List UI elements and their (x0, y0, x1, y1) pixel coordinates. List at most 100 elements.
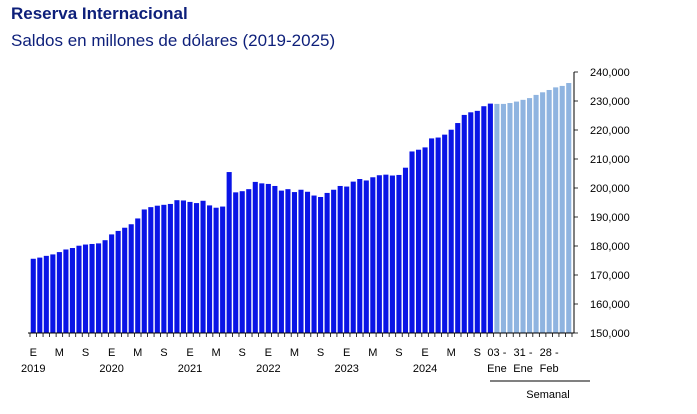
chart-subtitle: Saldos en millones de dólares (2019-2025… (11, 31, 336, 50)
x-month-label: M (447, 347, 456, 359)
x-year-label: 2020 (99, 363, 123, 375)
bar (376, 175, 382, 333)
bar (468, 112, 474, 333)
x-month-label: M (290, 347, 299, 359)
bar (402, 167, 409, 333)
bar (474, 110, 480, 333)
bar (187, 201, 193, 333)
x-month-label: M (133, 347, 142, 359)
bar (63, 249, 69, 333)
bar (383, 174, 389, 333)
bar (115, 230, 121, 333)
bar (331, 189, 337, 333)
weekly-group-label: Semanal (526, 389, 569, 401)
bar (135, 218, 141, 333)
x-month-label: S (160, 347, 167, 359)
x-week-label: 03 - (487, 347, 506, 359)
bar (37, 257, 43, 333)
y-tick-label: 210,000 (590, 154, 630, 166)
bar (461, 114, 467, 333)
bar (43, 255, 49, 333)
bar (220, 206, 226, 333)
y-tick-label: 150,000 (590, 328, 630, 340)
bar (109, 234, 115, 333)
x-year-label: 2023 (334, 363, 358, 375)
bar (448, 129, 454, 333)
bar (252, 181, 258, 333)
y-tick-label: 180,000 (590, 241, 630, 253)
bar (226, 172, 232, 333)
bar (357, 179, 363, 333)
bar (540, 92, 546, 333)
x-month-label: S (395, 347, 402, 359)
bar (89, 243, 95, 333)
bar (311, 195, 317, 333)
bars-group (30, 83, 572, 334)
chart-title: Reserva Internacional (11, 4, 188, 23)
bar (416, 149, 422, 333)
bar (239, 191, 245, 333)
x-month-label: M (212, 347, 221, 359)
x-month-label: S (474, 347, 481, 359)
y-tick-label: 190,000 (590, 212, 630, 224)
x-week-month-label: Ene (487, 363, 507, 375)
bar (553, 87, 559, 334)
y-tick-label: 220,000 (590, 125, 630, 137)
labels-group: 150,000 160,000 170,000 180,000 190,000 200,0… (21, 67, 630, 401)
bar (304, 191, 311, 333)
x-month-label: S (82, 347, 89, 359)
bar (344, 186, 350, 333)
bar (265, 183, 271, 333)
bar (76, 245, 82, 333)
x-month-label: S (317, 347, 324, 359)
y-tick-label: 240,000 (590, 67, 630, 79)
x-month-label: M (55, 347, 64, 359)
bar (193, 203, 200, 333)
bar (259, 183, 265, 333)
bar (291, 192, 298, 333)
bar (246, 189, 252, 333)
bar (82, 244, 89, 333)
x-week-label: 28 - (540, 347, 559, 359)
bar (533, 94, 539, 333)
bar (200, 200, 206, 333)
bar (141, 209, 147, 333)
x-year-label: 2024 (413, 363, 437, 375)
bar (272, 185, 278, 333)
bar (285, 189, 291, 333)
axes-group (28, 71, 590, 382)
x-month-label: M (368, 347, 377, 359)
bar (481, 106, 487, 333)
x-month-label: S (239, 347, 246, 359)
bar (167, 203, 173, 333)
bar (233, 192, 239, 333)
bar (324, 192, 330, 333)
x-week-month-label: Ene (513, 363, 533, 375)
bar (442, 134, 448, 333)
bar (161, 204, 167, 333)
bar (527, 98, 533, 333)
bar (154, 205, 160, 333)
bar (494, 103, 500, 334)
bar (566, 83, 572, 334)
bar (409, 151, 415, 333)
bar (278, 190, 284, 333)
x-year-label: 2019 (21, 363, 45, 375)
bar (435, 137, 441, 333)
bar (350, 181, 356, 333)
x-month-label: E (108, 347, 115, 359)
bar (213, 207, 219, 333)
y-tick-label: 230,000 (590, 96, 630, 108)
bar (500, 103, 506, 334)
x-month-label: E (343, 347, 350, 359)
bar (337, 185, 343, 333)
bar (69, 248, 75, 333)
y-tick-label: 170,000 (590, 270, 630, 282)
x-week-month-label: Feb (540, 363, 559, 375)
x-week-label: 31 - (514, 347, 533, 359)
bar (363, 180, 369, 333)
x-year-label: 2022 (256, 363, 280, 375)
bar (487, 103, 493, 333)
bar (546, 89, 552, 333)
